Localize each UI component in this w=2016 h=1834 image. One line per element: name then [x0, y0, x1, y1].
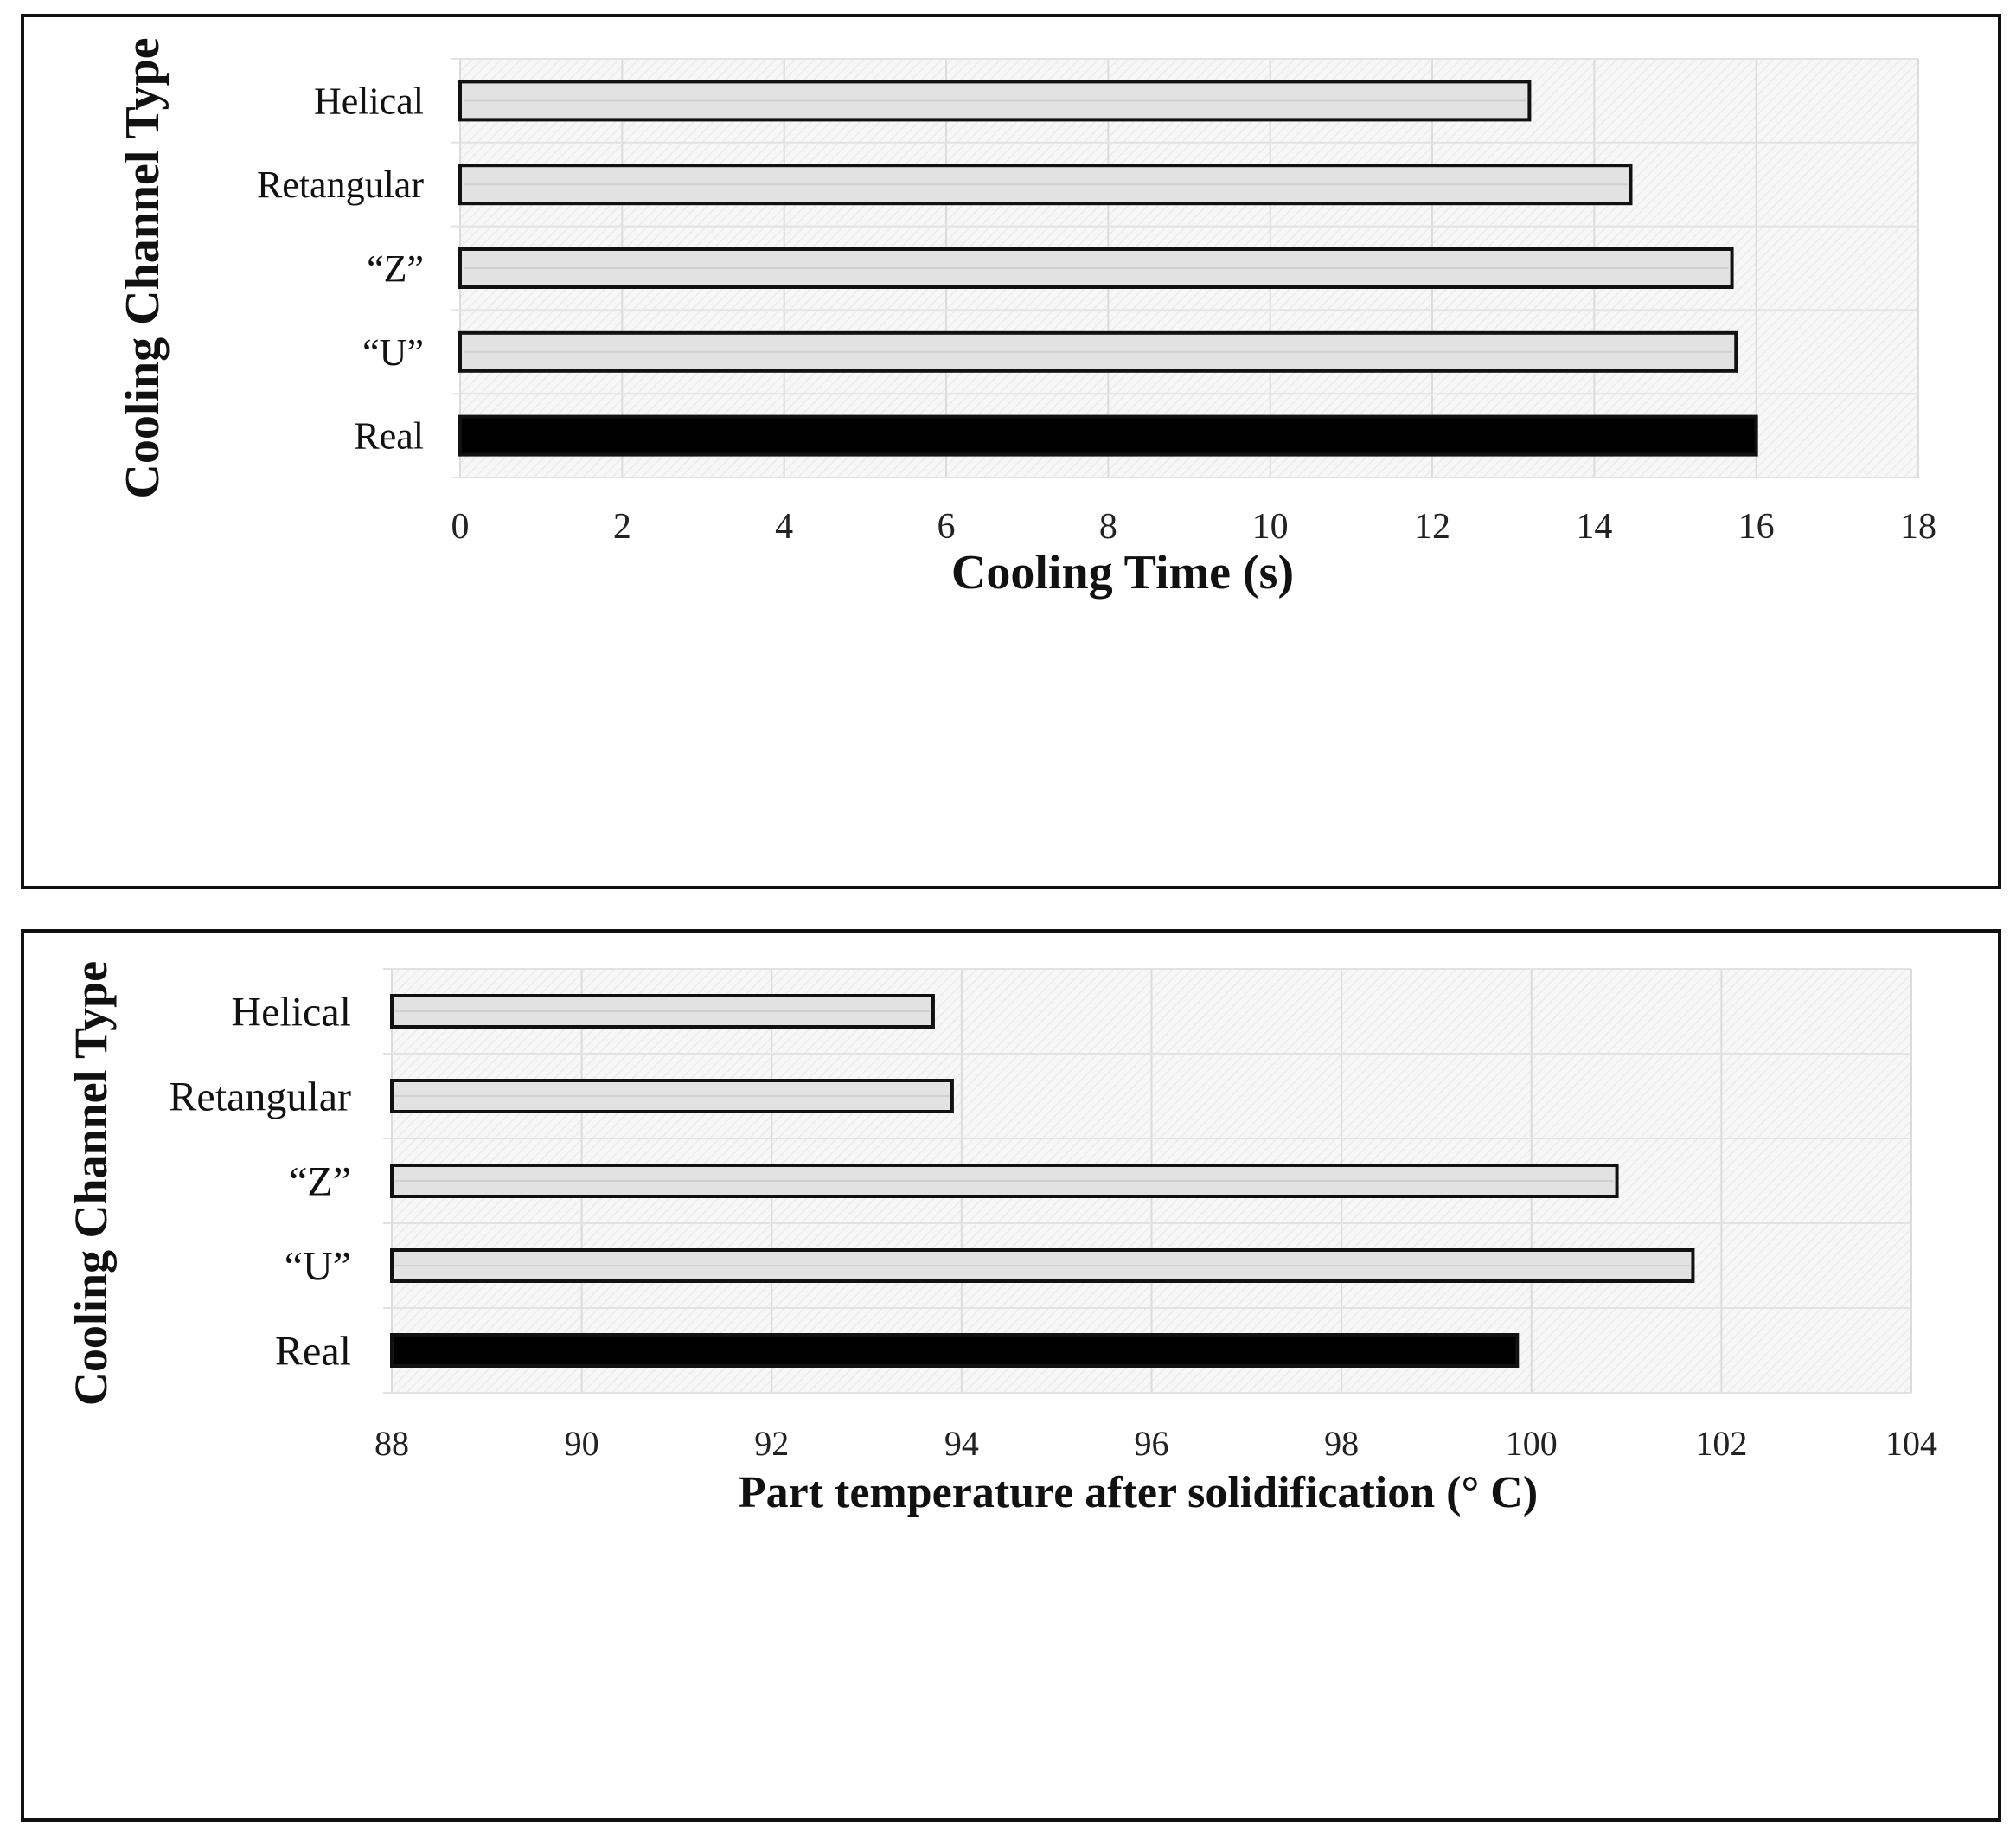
- cooling-time-chart-panel: Helical Retangular “Z” “U” Real 0 2 4 6 8 10 12 14 16…: [21, 14, 2001, 889]
- category-label: “U”: [285, 1243, 351, 1289]
- x-tick-label: 90: [565, 1424, 599, 1463]
- category-label: Helical: [314, 80, 424, 122]
- x-tick-label: 98: [1324, 1424, 1359, 1463]
- x-tick-label: 4: [775, 507, 793, 547]
- category-label: Retangular: [257, 164, 424, 206]
- x-tick-label: 10: [1252, 507, 1289, 547]
- bar-5: [458, 414, 1758, 457]
- x-tick-label: 102: [1695, 1424, 1747, 1463]
- x-tick-label: 12: [1414, 507, 1450, 547]
- category-label: Retangular: [169, 1074, 351, 1119]
- y-axis-title: Cooling Channel Type: [116, 37, 170, 498]
- x-tick-label: 92: [754, 1424, 789, 1463]
- y-axis-title: Cooling Channel Type: [65, 961, 117, 1406]
- x-tick-label: 94: [944, 1424, 979, 1463]
- x-tick-label: 100: [1506, 1424, 1558, 1463]
- category-label: Real: [275, 1328, 351, 1374]
- category-label: “Z”: [367, 247, 424, 290]
- x-tick-label: 104: [1885, 1424, 1937, 1463]
- x-axis-title: Cooling Time (s): [951, 546, 1294, 600]
- x-tick-label: 88: [374, 1424, 409, 1463]
- category-label: “Z”: [289, 1158, 351, 1204]
- x-tick-label: 18: [1900, 507, 1936, 547]
- x-tick-label: 0: [451, 507, 470, 547]
- part-temperature-chart-panel: Helical Retangular “Z” “U” Real 88 90 92 94 96 98 1…: [21, 929, 2001, 1822]
- x-tick-label: 16: [1738, 507, 1775, 547]
- category-label: Helical: [231, 989, 351, 1035]
- x-axis-title: Part temperature after solidification (°…: [739, 1468, 1538, 1517]
- cooling-time-chart: Helical Retangular “Z” “U” Real 0 2 4 6 8 10 12 14 16…: [116, 37, 1936, 600]
- x-tick-label: 6: [938, 507, 956, 547]
- part-temperature-chart: Helical Retangular “Z” “U” Real 88 90 92 94 96 98 1…: [65, 961, 1937, 1517]
- category-label: “U”: [362, 331, 424, 374]
- x-tick-label: 2: [613, 507, 631, 547]
- category-label: Real: [354, 415, 424, 458]
- x-tick-label: 96: [1135, 1424, 1169, 1463]
- x-tick-label: 14: [1576, 507, 1612, 547]
- bar-5: [390, 1333, 1520, 1368]
- x-tick-label: 8: [1099, 507, 1117, 547]
